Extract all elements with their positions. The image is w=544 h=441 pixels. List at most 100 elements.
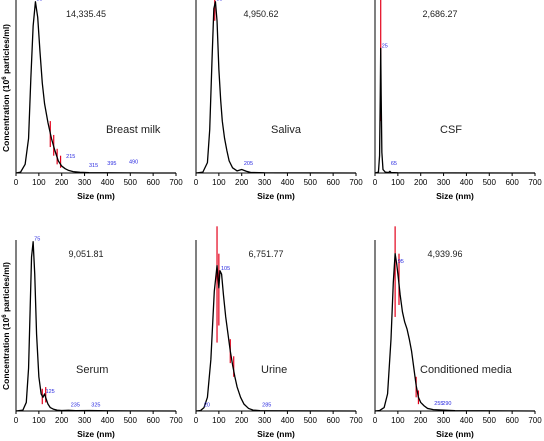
panel-title: CSF — [440, 124, 462, 136]
x-tick-label: 700 — [528, 416, 542, 425]
series-line — [15, 1, 177, 174]
x-tick-label: 700 — [169, 178, 183, 187]
x-tick-label: 300 — [78, 416, 92, 425]
x-tick-label: 100 — [212, 178, 226, 187]
x-tick-label: 100 — [32, 416, 46, 425]
peak-label: 25 — [382, 43, 388, 49]
panel-value-label: 6,751.77 — [248, 249, 283, 259]
x-tick-label: 600 — [146, 416, 160, 425]
x-tick-label: 400 — [101, 178, 115, 187]
x-tick-label: 0 — [194, 416, 199, 425]
series-line — [374, 47, 536, 174]
chart-panel: 0 100 200 300 400 500 600 700 Size (nm) 85 205 4,95… — [194, 0, 363, 201]
x-tick-label: 400 — [101, 416, 115, 425]
x-tick-label: 200 — [414, 178, 428, 187]
peak-label: 205 — [244, 161, 253, 167]
y-axis-label-bottom: Concentration (106 particles/ml) — [1, 262, 11, 390]
chart-panel: 0 100 200 300 400 500 600 700 Size (nm) 25 65 2,686… — [373, 0, 542, 201]
panel-title: Urine — [261, 364, 287, 376]
x-tick-label: 0 — [373, 178, 378, 187]
x-tick-label: 600 — [146, 178, 160, 187]
peak-label: 75 — [34, 237, 40, 243]
x-tick-label: 600 — [505, 178, 519, 187]
peak-label: 290 — [442, 401, 451, 407]
x-tick-label: 500 — [124, 416, 138, 425]
x-tick-label: 300 — [258, 178, 272, 187]
peak-label: 235 — [71, 403, 80, 409]
panel-title: Saliva — [271, 124, 302, 136]
chart-panel: 0 100 200 300 400 500 600 700 Size (nm) 85 215 315 3… — [14, 0, 183, 201]
x-tick-label: 0 — [194, 178, 199, 187]
series-line — [374, 253, 536, 412]
y-axis-label-top: Concentration (106 particles/ml) — [1, 24, 11, 152]
x-tick-label: 200 — [414, 416, 428, 425]
x-tick-label: 500 — [304, 416, 318, 425]
x-tick-label: 100 — [212, 416, 226, 425]
x-tick-label: 700 — [169, 416, 183, 425]
x-tick-label: 0 — [14, 178, 19, 187]
x-tick-label: 300 — [78, 178, 92, 187]
panel-value-label: 4,939.96 — [427, 249, 462, 259]
x-tick-label: 700 — [528, 178, 542, 187]
x-tick-label: 100 — [32, 178, 46, 187]
series-line — [195, 265, 357, 412]
x-tick-label: 400 — [460, 416, 474, 425]
panel-title: Serum — [76, 364, 108, 376]
peak-label: 255 — [434, 401, 443, 407]
peak-label: 105 — [221, 266, 230, 272]
x-tick-label: 700 — [349, 416, 363, 425]
x-tick-label: 100 — [391, 416, 405, 425]
x-tick-label: 600 — [326, 416, 340, 425]
x-tick-label: 500 — [483, 416, 497, 425]
chart-panel: 0 100 200 300 400 500 600 700 Size (nm) 75 125 235 3… — [14, 237, 183, 439]
x-tick-label: 200 — [55, 416, 69, 425]
panel-value-label: 4,950.62 — [243, 9, 278, 19]
series-line — [195, 1, 357, 174]
x-tick-label: 700 — [349, 178, 363, 187]
x-tick-label: 100 — [391, 178, 405, 187]
peak-label: 85 — [36, 0, 42, 3]
panel-value-label: 14,335.45 — [66, 9, 106, 19]
x-tick-label: 400 — [460, 178, 474, 187]
peak-label: 315 — [89, 163, 98, 169]
x-tick-label: 200 — [55, 178, 69, 187]
x-tick-label: 600 — [505, 416, 519, 425]
chart-panel: 0 100 200 300 400 500 600 700 Size (nm) 105 285 20 6… — [194, 226, 363, 439]
x-tick-label: 600 — [326, 178, 340, 187]
x-tick-label: 200 — [235, 178, 249, 187]
peak-label: 125 — [46, 389, 55, 395]
x-tick-label: 0 — [14, 416, 19, 425]
series-line — [15, 241, 177, 412]
panel-title: Breast milk — [106, 124, 161, 136]
x-tick-label: 300 — [258, 416, 272, 425]
x-tick-label: 400 — [281, 416, 295, 425]
x-tick-label: 500 — [483, 178, 497, 187]
panel-value-label: 9,051.81 — [68, 249, 103, 259]
peak-label: 395 — [107, 161, 116, 167]
x-axis-title: Size (nm) — [77, 191, 115, 201]
x-axis-title: Size (nm) — [436, 429, 474, 439]
x-tick-label: 200 — [235, 416, 249, 425]
x-tick-label: 500 — [304, 178, 318, 187]
x-tick-label: 300 — [437, 416, 451, 425]
peak-label: 95 — [398, 259, 404, 265]
peak-label: 85 — [216, 0, 222, 3]
x-tick-label: 500 — [124, 178, 138, 187]
peak-label: 65 — [391, 161, 397, 167]
panel-title: Conditioned media — [420, 364, 513, 376]
x-tick-label: 0 — [373, 416, 378, 425]
x-tick-label: 300 — [437, 178, 451, 187]
peak-label: 215 — [66, 154, 75, 160]
peak-label: 285 — [262, 403, 271, 409]
x-axis-title: Size (nm) — [77, 429, 115, 439]
peak-label: 20 — [204, 403, 210, 409]
x-axis-title: Size (nm) — [436, 191, 474, 201]
x-axis-title: Size (nm) — [257, 429, 295, 439]
peak-label: 490 — [129, 159, 138, 165]
panel-value-label: 2,686.27 — [422, 9, 457, 19]
peak-label: 325 — [91, 403, 100, 409]
x-axis-title: Size (nm) — [257, 191, 295, 201]
